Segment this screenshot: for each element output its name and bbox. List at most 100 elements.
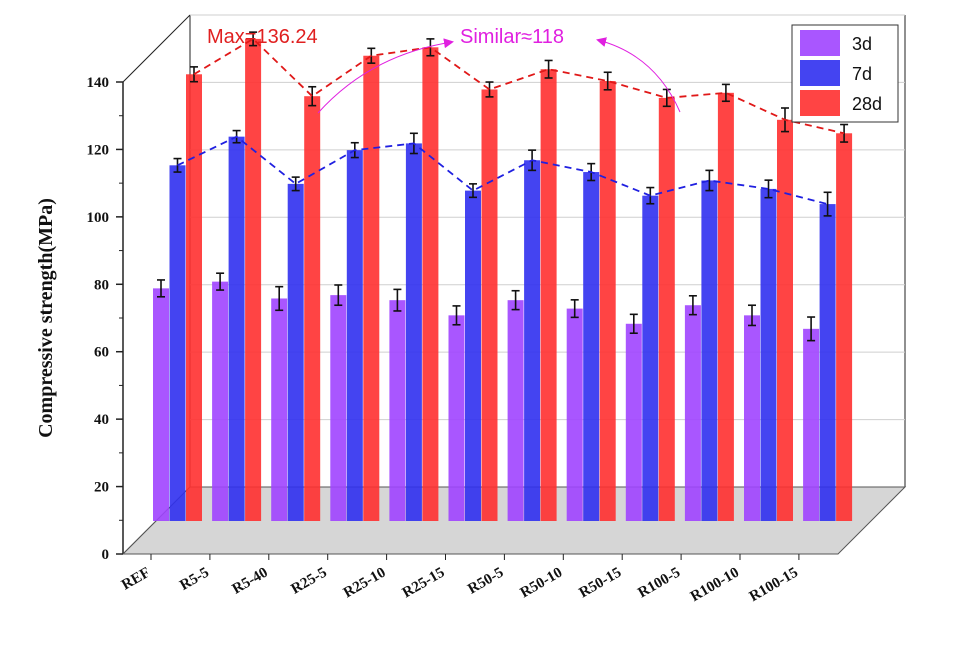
y-tick-label: 60	[94, 345, 109, 361]
bars	[153, 31, 853, 522]
bar-28d-R25-10	[422, 38, 439, 522]
bar	[599, 81, 616, 522]
bar-7d-R25-5	[346, 141, 363, 521]
y-tick-label: 100	[87, 210, 110, 226]
bar	[389, 300, 406, 521]
max-annotation: Max=136.24	[207, 26, 318, 48]
bar	[287, 183, 304, 521]
x-tick-label: R5-40	[230, 565, 271, 598]
y-tick-label: 120	[87, 142, 110, 158]
bar	[245, 38, 262, 522]
y-axis-title: Compressive strength(MPa)	[35, 198, 57, 438]
bar	[346, 150, 363, 521]
bar-7d-R100-10	[760, 179, 777, 521]
y-tick-label: 140	[87, 75, 110, 91]
bar-3d-REF	[153, 279, 169, 521]
bar	[717, 92, 734, 521]
bar	[803, 328, 820, 521]
bar-3d-R25-5	[330, 284, 347, 521]
legend-swatch-3d	[800, 30, 840, 56]
x-axis-ticks: REF R5-5 R5-40 R25-5 R25-10 R25-15 R50-5 R50-10…	[119, 554, 801, 605]
bar-28d-R100-15	[836, 123, 853, 522]
similar-arrow-left	[317, 38, 454, 114]
bar	[760, 188, 777, 521]
bar-28d-R50-5	[540, 59, 557, 521]
bar-7d-R50-10	[583, 162, 600, 522]
bar-28d-R5-40	[304, 85, 321, 521]
bar-7d-R25-15	[465, 183, 481, 521]
bar	[481, 89, 498, 521]
bar	[836, 133, 853, 522]
bar	[153, 288, 169, 521]
bar-3d-R100-10	[744, 304, 760, 521]
similar-annotation: Similar≈118	[460, 26, 564, 48]
legend: 3d 7d 28d	[791, 24, 899, 123]
bar-7d-R25-10	[405, 132, 422, 521]
bar-28d-R100-5	[717, 83, 734, 521]
x-tick-label: R100-15	[747, 565, 801, 606]
bar-28d-R25-5	[363, 47, 380, 521]
x-tick-label: R100-5	[635, 565, 683, 602]
y-tick-label: 20	[94, 480, 109, 496]
bar	[642, 195, 659, 521]
bar	[405, 143, 422, 521]
bar	[465, 190, 481, 521]
bar-3d-R100-15	[803, 316, 820, 521]
y-axis-ticks: 0 20 40 60 80 100 120 140	[87, 75, 123, 563]
bar-3d-R25-15	[448, 305, 465, 521]
x-tick-label: R50-5	[465, 565, 506, 598]
bar	[330, 295, 347, 521]
bar-28d-R25-15	[481, 81, 498, 521]
similar-arrow-right	[596, 37, 681, 113]
legend-swatch-7d	[800, 60, 840, 86]
legend-label-7d: 7d	[852, 64, 872, 84]
x-tick-label: R100-10	[688, 565, 742, 606]
bar	[507, 300, 524, 521]
legend-label-28d: 28d	[852, 94, 882, 114]
x-tick-label: R25-10	[341, 565, 389, 602]
bar-7d-REF	[169, 157, 186, 522]
bar	[684, 305, 701, 521]
y-tick-label: 0	[102, 547, 110, 563]
bar-28d-REF	[186, 66, 202, 522]
bar	[228, 136, 245, 521]
trend-line-7d	[177, 135, 828, 205]
bar	[819, 204, 836, 522]
bar-7d-R5-5	[228, 129, 245, 521]
trend-line-28d	[193, 37, 845, 135]
legend-label-3d: 3d	[852, 34, 872, 54]
x-tick-label: R5-5	[177, 565, 212, 594]
bar	[169, 165, 186, 522]
bar-28d-R100-10	[777, 107, 793, 522]
bar	[186, 74, 202, 522]
x-tick-label: R25-5	[289, 565, 330, 598]
bar	[363, 55, 380, 521]
bar	[625, 323, 642, 521]
y-tick-label: 80	[94, 277, 109, 293]
bar-28d-R50-10	[599, 71, 616, 522]
x-tick-label: R50-15	[577, 565, 625, 602]
bar-3d-R5-5	[212, 272, 229, 521]
bar-28d-R50-15	[658, 88, 675, 521]
bar-3d-R25-10	[389, 288, 406, 521]
bar	[658, 97, 675, 521]
bar-3d-R100-5	[684, 294, 701, 521]
bar-28d-R5-5	[245, 31, 262, 522]
x-tick-label: R25-15	[400, 565, 448, 602]
bar-7d-R50-5	[524, 149, 541, 521]
bar-7d-R5-40	[287, 176, 304, 521]
trend-lines	[177, 37, 845, 205]
x-tick-label: R50-10	[518, 565, 566, 602]
bar	[583, 172, 600, 522]
bar-3d-R50-15	[625, 313, 642, 521]
bar	[271, 298, 288, 521]
bar-7d-R50-15	[642, 186, 659, 521]
bar	[540, 69, 557, 521]
bar	[304, 96, 321, 521]
bar-3d-R50-10	[566, 299, 583, 521]
bar	[448, 315, 465, 521]
bar	[566, 308, 583, 521]
bar	[524, 160, 541, 521]
x-tick-label: REF	[119, 565, 153, 594]
